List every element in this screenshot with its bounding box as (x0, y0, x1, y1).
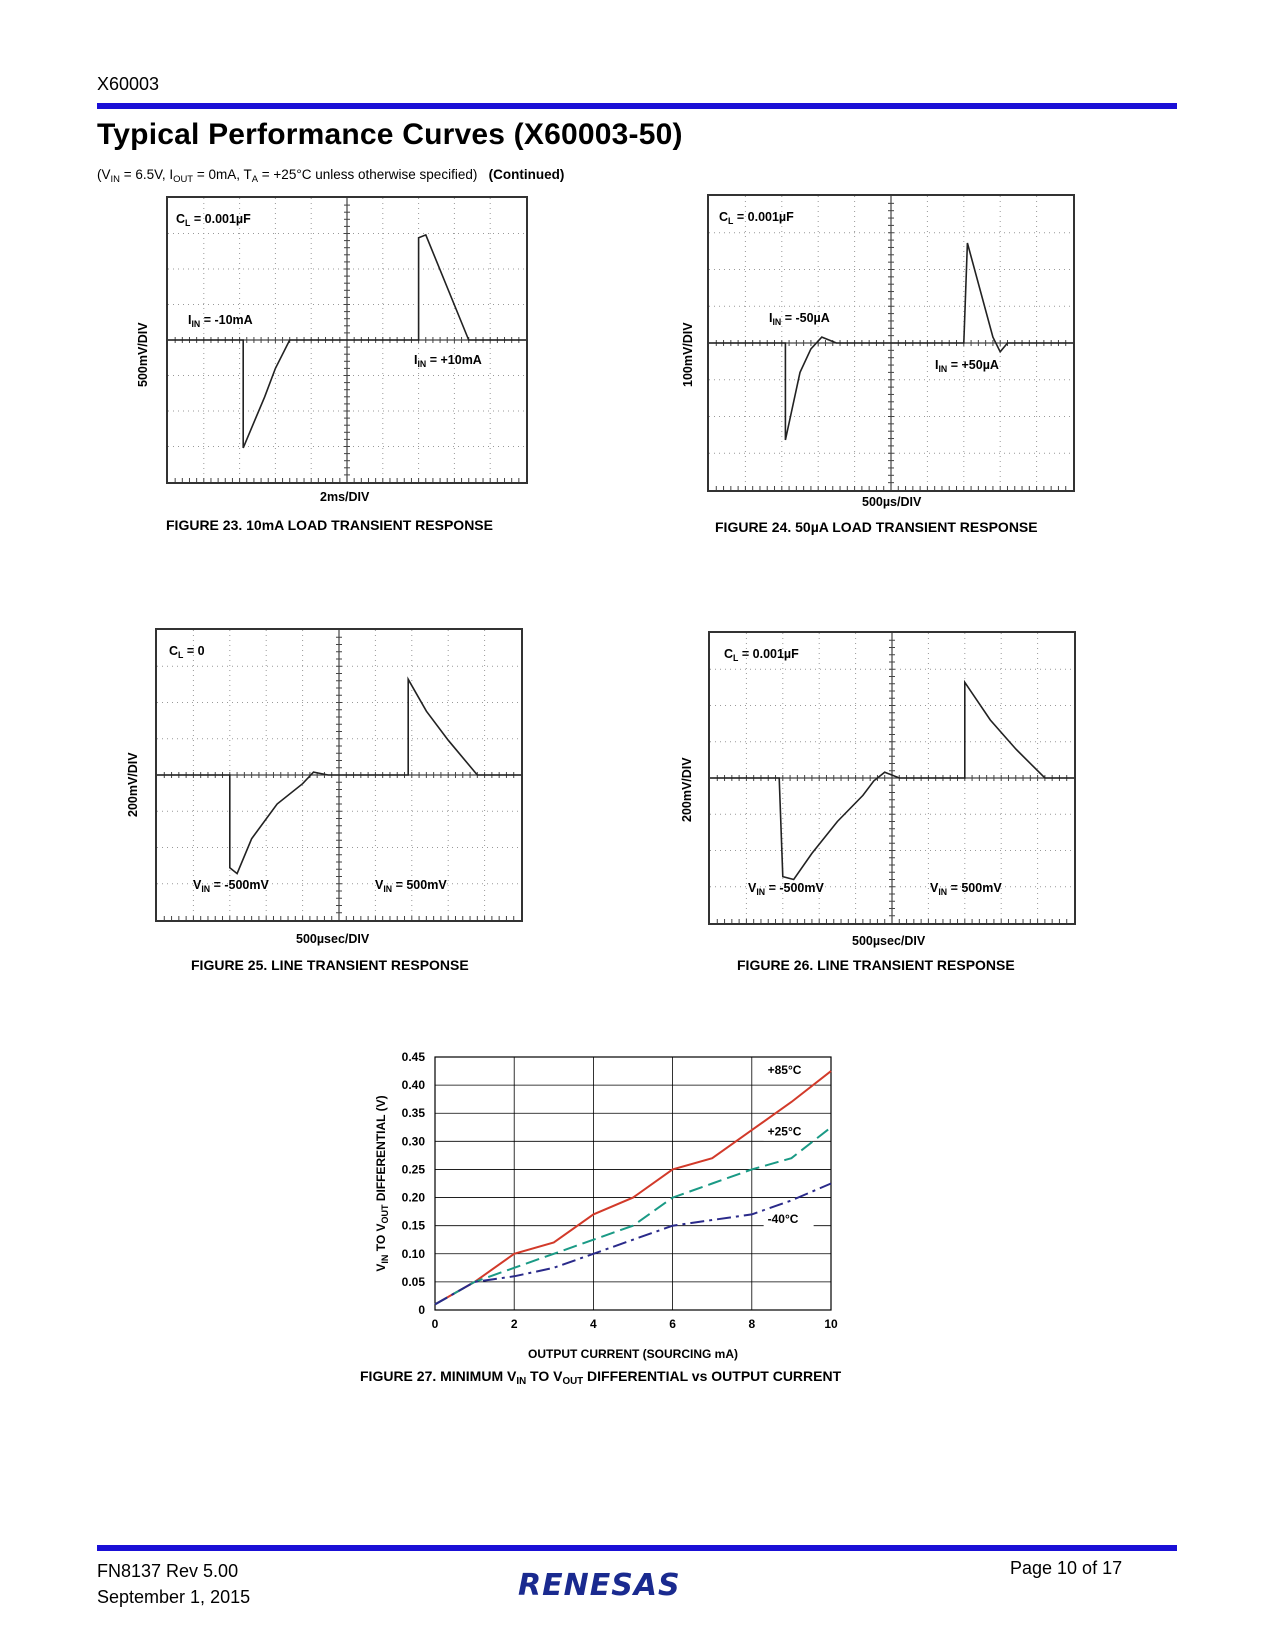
fig23-label-a: IIN = -10mA (188, 313, 253, 329)
series-label-bg (763, 1210, 814, 1228)
fig25-cl-label: CL = 0 (169, 644, 205, 660)
scope-trace (168, 233, 526, 449)
y-tick-label: 0 (418, 1303, 425, 1317)
series-line-2 (434, 1182, 832, 1306)
fig26-caption: FIGURE 26. LINE TRANSIENT RESPONSE (737, 957, 1015, 973)
footer-rule (97, 1545, 1177, 1551)
fig24-ylabel: 100mV/DIV (681, 322, 695, 387)
y-tick-label: 0.35 (402, 1106, 426, 1120)
footer-page-number: Page 10 of 17 (1010, 1558, 1123, 1578)
series-label-1: +25°C (768, 1125, 802, 1139)
cond-vin: 6.5V (135, 167, 162, 182)
fig25-ylabel: 200mV/DIV (126, 752, 140, 817)
x-tick-label: 0 (432, 1317, 439, 1331)
fig23-caption: FIGURE 23. 10mA LOAD TRANSIENT RESPONSE (166, 517, 493, 533)
fig26-label-a: VIN = -500mV (748, 881, 824, 897)
test-conditions: (VIN = 6.5V, IOUT = 0mA, TA = +25°C unle… (97, 167, 565, 185)
y-tick-label: 0.10 (402, 1247, 426, 1261)
plot-area (434, 1056, 832, 1311)
scope-graticule (157, 630, 521, 920)
x-tick-label: 8 (748, 1317, 755, 1331)
y-tick-label: 0.40 (402, 1078, 426, 1092)
series-label-bg (763, 1061, 814, 1079)
renesas-logo: RENESAS (518, 1568, 681, 1603)
fig24-caption: FIGURE 24. 50µA LOAD TRANSIENT RESPONSE (715, 519, 1038, 535)
y-tick-label: 0.25 (402, 1162, 426, 1176)
fig26-ylabel: 200mV/DIV (680, 757, 694, 822)
series-line-1 (434, 1126, 832, 1306)
y-tick-label: 0.45 (402, 1050, 426, 1064)
fig24-label-b: IIN = +50µA (935, 358, 999, 374)
fig26-xlabel: 500µsec/DIV (852, 934, 926, 948)
cond-ta: +25°C (273, 167, 312, 182)
fig23-cl-label: CL = 0.001µF (176, 212, 251, 228)
y-axis-label: VIN TO VOUT DIFFERENTIAL (V) (374, 1095, 390, 1271)
scope-graticule (168, 198, 526, 482)
series-label-bg (763, 1123, 814, 1141)
fig24-scope: CL = 0.001µF IIN = -50µA IIN = +50µA (707, 194, 1075, 492)
fig25-caption: FIGURE 25. LINE TRANSIENT RESPONSE (191, 957, 469, 973)
fig25-label-a: VIN = -500mV (193, 878, 269, 894)
fig23-ylabel: 500mV/DIV (136, 322, 150, 387)
footer-doc-number: FN8137 Rev 5.00 (97, 1561, 239, 1581)
fig24-cl-label: CL = 0.001µF (719, 210, 794, 226)
fig26-scope: CL = 0.001µF VIN = -500mV VIN = 500mV (708, 631, 1076, 925)
scope-trace (709, 242, 1073, 441)
fig25-label-b: VIN = 500mV (375, 878, 447, 894)
header-rule (97, 103, 1177, 109)
scope-trace (157, 676, 521, 875)
series-line-0 (434, 1070, 832, 1306)
fig24-label-a: IIN = -50µA (769, 311, 830, 327)
x-tick-label: 6 (669, 1317, 676, 1331)
fig24-xlabel: 500µs/DIV (862, 495, 922, 509)
fig23-xlabel: 2ms/DIV (320, 490, 370, 504)
fig23-scope: CL = 0.001µF IIN = -10mA IIN = +10mA (166, 196, 528, 484)
scope-graticule (709, 196, 1073, 490)
cond-iout: 0mA (208, 167, 237, 182)
cond-continued: (Continued) (488, 167, 565, 182)
fig23-label-b: IIN = +10mA (414, 353, 482, 369)
fig27-caption: FIGURE 27. MINIMUM VIN TO VOUT DIFFERENT… (360, 1368, 842, 1387)
x-tick-label: 2 (511, 1317, 518, 1331)
fig25-scope: CL = 0 VIN = -500mV VIN = 500mV (155, 628, 523, 922)
x-axis-label: OUTPUT CURRENT (SOURCING mA) (528, 1347, 738, 1361)
x-tick-label: 10 (824, 1317, 838, 1331)
fig25-xlabel: 500µsec/DIV (296, 932, 370, 946)
y-tick-label: 0.30 (402, 1134, 426, 1148)
footer-doc-info: FN8137 Rev 5.00 September 1, 2015 (97, 1558, 250, 1610)
footer-date: September 1, 2015 (97, 1587, 251, 1607)
y-tick-label: 0.15 (402, 1219, 426, 1233)
series-label-2: -40°C (768, 1212, 799, 1226)
y-tick-label: 0.20 (402, 1191, 426, 1205)
fig26-cl-label: CL = 0.001µF (724, 647, 799, 663)
fig27-chart: 0 0.05 0.10 0.15 0.20 0.25 0.30 0.35 0.40 0.45 0 2 4… (374, 1050, 838, 1361)
scope-trace (710, 679, 1074, 881)
x-tick-label: 4 (590, 1317, 597, 1331)
fig26-label-b: VIN = 500mV (930, 881, 1002, 897)
scope-graticule (710, 633, 1074, 923)
page-title: Typical Performance Curves (X60003-50) (97, 118, 683, 151)
document-id: X60003 (97, 74, 160, 94)
series-label-0: +85°C (768, 1063, 802, 1077)
cond-suffix: unless otherwise specified) (315, 167, 478, 182)
y-tick-label: 0.05 (402, 1275, 426, 1289)
